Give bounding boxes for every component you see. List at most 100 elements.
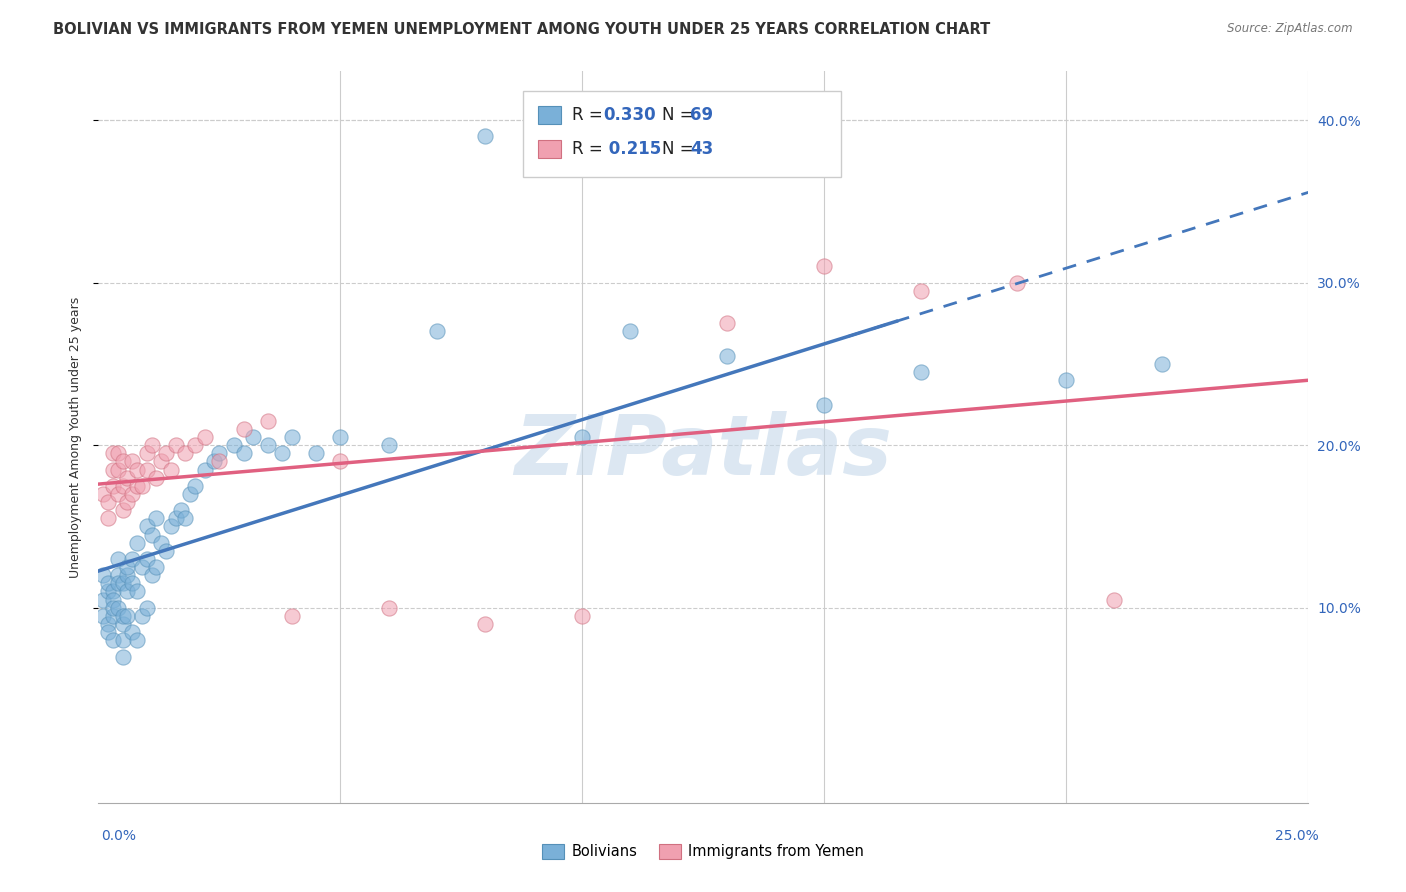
Point bbox=[107, 462, 129, 476]
Point bbox=[111, 479, 134, 493]
Point bbox=[97, 576, 120, 591]
Text: N =: N = bbox=[662, 106, 699, 124]
Text: 0.330: 0.330 bbox=[603, 106, 655, 124]
Point bbox=[121, 552, 143, 566]
Point bbox=[1152, 357, 1174, 371]
Point bbox=[145, 560, 167, 574]
Point bbox=[1054, 373, 1077, 387]
Point bbox=[145, 471, 167, 485]
Point bbox=[377, 600, 399, 615]
Point bbox=[165, 511, 187, 525]
Point bbox=[813, 260, 835, 274]
Point bbox=[97, 495, 120, 509]
Point bbox=[135, 552, 157, 566]
Point bbox=[97, 584, 120, 599]
Text: BOLIVIAN VS IMMIGRANTS FROM YEMEN UNEMPLOYMENT AMONG YOUTH UNDER 25 YEARS CORREL: BOLIVIAN VS IMMIGRANTS FROM YEMEN UNEMPL… bbox=[53, 22, 991, 37]
Point bbox=[111, 608, 134, 623]
Point bbox=[135, 446, 157, 460]
Text: 0.215: 0.215 bbox=[603, 140, 661, 158]
Point bbox=[242, 430, 264, 444]
Point bbox=[716, 316, 738, 330]
Point bbox=[111, 576, 134, 591]
Point bbox=[141, 568, 163, 582]
Text: 43: 43 bbox=[690, 140, 714, 158]
Legend: Bolivians, Immigrants from Yemen: Bolivians, Immigrants from Yemen bbox=[536, 838, 870, 865]
Point bbox=[135, 519, 157, 533]
Point bbox=[150, 535, 173, 549]
Point bbox=[194, 430, 217, 444]
Point bbox=[160, 462, 183, 476]
Point bbox=[329, 430, 352, 444]
Point bbox=[91, 487, 114, 501]
Point bbox=[1102, 592, 1125, 607]
Point bbox=[184, 438, 207, 452]
Text: 25.0%: 25.0% bbox=[1275, 830, 1319, 843]
Point bbox=[101, 608, 124, 623]
Point bbox=[101, 479, 124, 493]
Text: 69: 69 bbox=[690, 106, 713, 124]
Point bbox=[141, 438, 163, 452]
Point bbox=[232, 446, 254, 460]
Point bbox=[111, 649, 134, 664]
Text: ZIPatlas: ZIPatlas bbox=[515, 411, 891, 492]
Point bbox=[101, 584, 124, 599]
Point bbox=[256, 438, 278, 452]
Point bbox=[169, 503, 191, 517]
Point bbox=[91, 568, 114, 582]
Point bbox=[160, 519, 183, 533]
Point bbox=[101, 462, 124, 476]
Text: R =: R = bbox=[572, 140, 609, 158]
Point bbox=[281, 430, 304, 444]
Point bbox=[165, 438, 187, 452]
Point bbox=[474, 129, 496, 144]
Point bbox=[127, 462, 149, 476]
Point bbox=[135, 600, 157, 615]
Point bbox=[117, 584, 139, 599]
Point bbox=[101, 446, 124, 460]
Point bbox=[101, 592, 124, 607]
Point bbox=[97, 625, 120, 640]
Point bbox=[194, 462, 217, 476]
Point bbox=[131, 560, 153, 574]
Point bbox=[150, 454, 173, 468]
Point bbox=[117, 568, 139, 582]
Point bbox=[107, 552, 129, 566]
Text: Source: ZipAtlas.com: Source: ZipAtlas.com bbox=[1227, 22, 1353, 36]
Point bbox=[117, 608, 139, 623]
Point bbox=[107, 446, 129, 460]
Point bbox=[281, 608, 304, 623]
Point bbox=[111, 617, 134, 632]
Point bbox=[145, 511, 167, 525]
Point bbox=[127, 584, 149, 599]
Point bbox=[271, 446, 294, 460]
Point bbox=[127, 633, 149, 648]
Point bbox=[121, 625, 143, 640]
Point bbox=[329, 454, 352, 468]
Point bbox=[426, 325, 449, 339]
Point bbox=[107, 487, 129, 501]
Point bbox=[204, 454, 226, 468]
Point bbox=[256, 414, 278, 428]
Point bbox=[127, 535, 149, 549]
Point bbox=[179, 487, 201, 501]
Point bbox=[117, 495, 139, 509]
Point bbox=[121, 576, 143, 591]
Point bbox=[107, 568, 129, 582]
Point bbox=[117, 471, 139, 485]
Point bbox=[111, 454, 134, 468]
Point bbox=[571, 608, 593, 623]
Point bbox=[101, 600, 124, 615]
Point bbox=[184, 479, 207, 493]
Point bbox=[135, 462, 157, 476]
Point bbox=[208, 454, 231, 468]
Point bbox=[174, 446, 197, 460]
Point bbox=[107, 600, 129, 615]
Point bbox=[155, 446, 177, 460]
Point bbox=[1007, 276, 1029, 290]
Point bbox=[716, 349, 738, 363]
Point bbox=[91, 608, 114, 623]
Point bbox=[131, 479, 153, 493]
Point bbox=[813, 398, 835, 412]
Point bbox=[111, 633, 134, 648]
Point bbox=[305, 446, 328, 460]
